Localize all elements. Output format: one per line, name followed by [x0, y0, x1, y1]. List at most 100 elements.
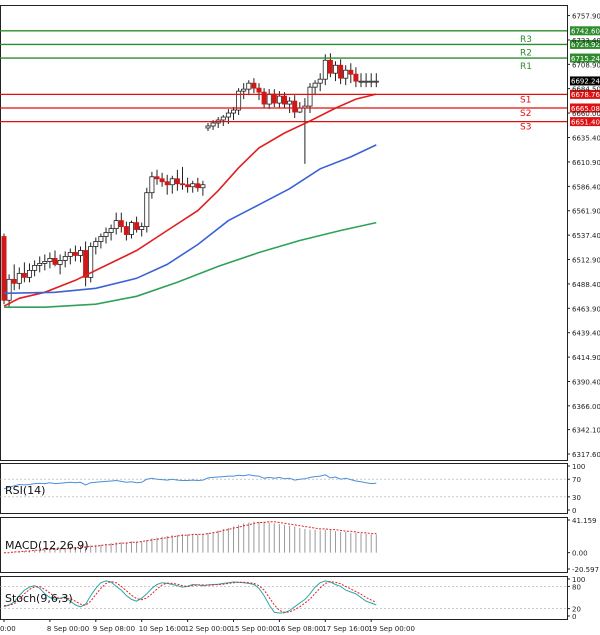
price-tick-label: 6537.40	[572, 232, 600, 240]
time-tick-label: 0:00	[0, 625, 16, 633]
candle-body-down	[154, 176, 160, 180]
candle	[78, 246, 84, 263]
pivot-price-tag-label: 6678.76	[571, 91, 600, 99]
candle-body-down	[174, 178, 180, 185]
candle	[205, 123, 211, 131]
candle-body-down	[353, 73, 359, 82]
candle-body-up	[246, 82, 252, 90]
candle-body-down	[348, 69, 354, 75]
price-tick-label: 6610.90	[572, 159, 600, 167]
moving-average-line	[3, 93, 377, 307]
candle	[287, 97, 293, 114]
current-price-label: 6692.24	[571, 78, 600, 86]
candle	[144, 187, 150, 233]
moving-average-line	[3, 144, 377, 295]
candle	[190, 180, 196, 193]
pivot-price-tag-label: 6715.24	[571, 55, 600, 63]
candle	[98, 233, 104, 249]
pivot-price-tag	[570, 39, 600, 49]
candle	[292, 95, 298, 119]
moving-average-line	[4, 221, 377, 308]
candles-layer	[1, 53, 379, 308]
price-tick-label: 6733.40	[572, 37, 600, 45]
candle	[88, 242, 94, 283]
candle-body-down	[261, 91, 267, 105]
price-tick-label: 6586.40	[572, 183, 600, 191]
candle-body-up	[287, 100, 293, 105]
candle	[174, 169, 180, 191]
candle-body-up	[113, 220, 119, 229]
candle-body-down	[72, 252, 78, 256]
candle	[149, 171, 155, 199]
candle	[154, 169, 160, 185]
pivot-price-tag	[570, 117, 600, 127]
candle-body-down	[256, 87, 262, 93]
candle-body-down	[271, 93, 277, 104]
candle	[83, 241, 89, 287]
pivot-price-tag	[570, 53, 600, 63]
indicator-tick-label: 41.159	[572, 517, 597, 525]
candle-body-down	[83, 250, 89, 278]
indicator-tick-label: -20.597	[572, 566, 599, 574]
rsi-line	[3, 474, 377, 490]
candle-body-up	[57, 260, 63, 265]
time-tick-label: 17 Sep 16:00	[322, 625, 369, 633]
time-tick-label: 10 Sep 16:00	[139, 625, 186, 633]
candle-body-up	[312, 82, 318, 88]
candle	[118, 212, 124, 233]
price-tick-label: 6317.60	[572, 451, 600, 459]
candle-body-up	[47, 258, 53, 262]
pivot-label-r3: R3	[520, 35, 532, 45]
candle-body-up	[139, 226, 145, 230]
price-tick-label: 6463.90	[572, 305, 600, 313]
moving-averages-layer	[3, 93, 377, 308]
candle-body-up	[88, 246, 94, 278]
candle	[312, 80, 318, 96]
candle	[373, 73, 379, 88]
indicator-tick-label: 0	[572, 507, 576, 515]
time-tick-label: 9 Sep 08:00	[93, 625, 135, 633]
price-tick-label: 6561.90	[572, 208, 600, 216]
candle	[164, 174, 170, 195]
candle-body-up	[6, 278, 12, 301]
candle	[261, 88, 267, 109]
candle	[67, 248, 73, 265]
candle	[52, 250, 58, 267]
candle-body-up	[42, 261, 48, 264]
pivot-price-tag	[570, 26, 600, 36]
candle-body-up	[205, 125, 211, 129]
candle-body-up	[108, 228, 114, 233]
candle	[113, 212, 119, 235]
candle	[108, 224, 114, 241]
candle-body-up	[128, 222, 134, 235]
candle	[200, 180, 206, 196]
candle	[358, 73, 364, 88]
candle	[57, 254, 63, 275]
candle-body-down	[164, 181, 170, 186]
pivot-price-tag-label: 6728.92	[571, 41, 600, 49]
candle-body-down	[21, 272, 27, 278]
indicator-tick-label: 80	[572, 583, 581, 591]
candle-body-up	[373, 80, 379, 83]
candle	[317, 73, 323, 92]
main-price-panel: R3 6742.60 R2 6728.92 R1 6715.24 S1 6678.76 S2 66…	[0, 5, 600, 461]
time-tick-label: 19 Sep 00:00	[368, 625, 415, 633]
time-tick-label: 16 Sep 08:00	[276, 625, 323, 633]
stoch-k-line	[3, 580, 377, 614]
candle	[26, 263, 32, 283]
candle	[21, 262, 27, 283]
indicator-tick-label: 100	[572, 576, 585, 584]
indicator-tick-label: 100	[572, 463, 585, 471]
candle-body-up	[190, 183, 196, 188]
candle-body-down	[185, 184, 191, 188]
candle	[220, 115, 226, 126]
indicator-panels: 100 70 30 0 RSI(14) 41.159 0.00 -20.597 MACD(12,…	[0, 463, 599, 621]
candle	[332, 61, 338, 82]
candle-body-up	[32, 264, 38, 271]
price-tick-label: 6708.90	[572, 61, 600, 69]
candle-body-up	[62, 256, 68, 261]
candle-body-up	[103, 232, 109, 237]
candle-body-up	[363, 80, 369, 83]
